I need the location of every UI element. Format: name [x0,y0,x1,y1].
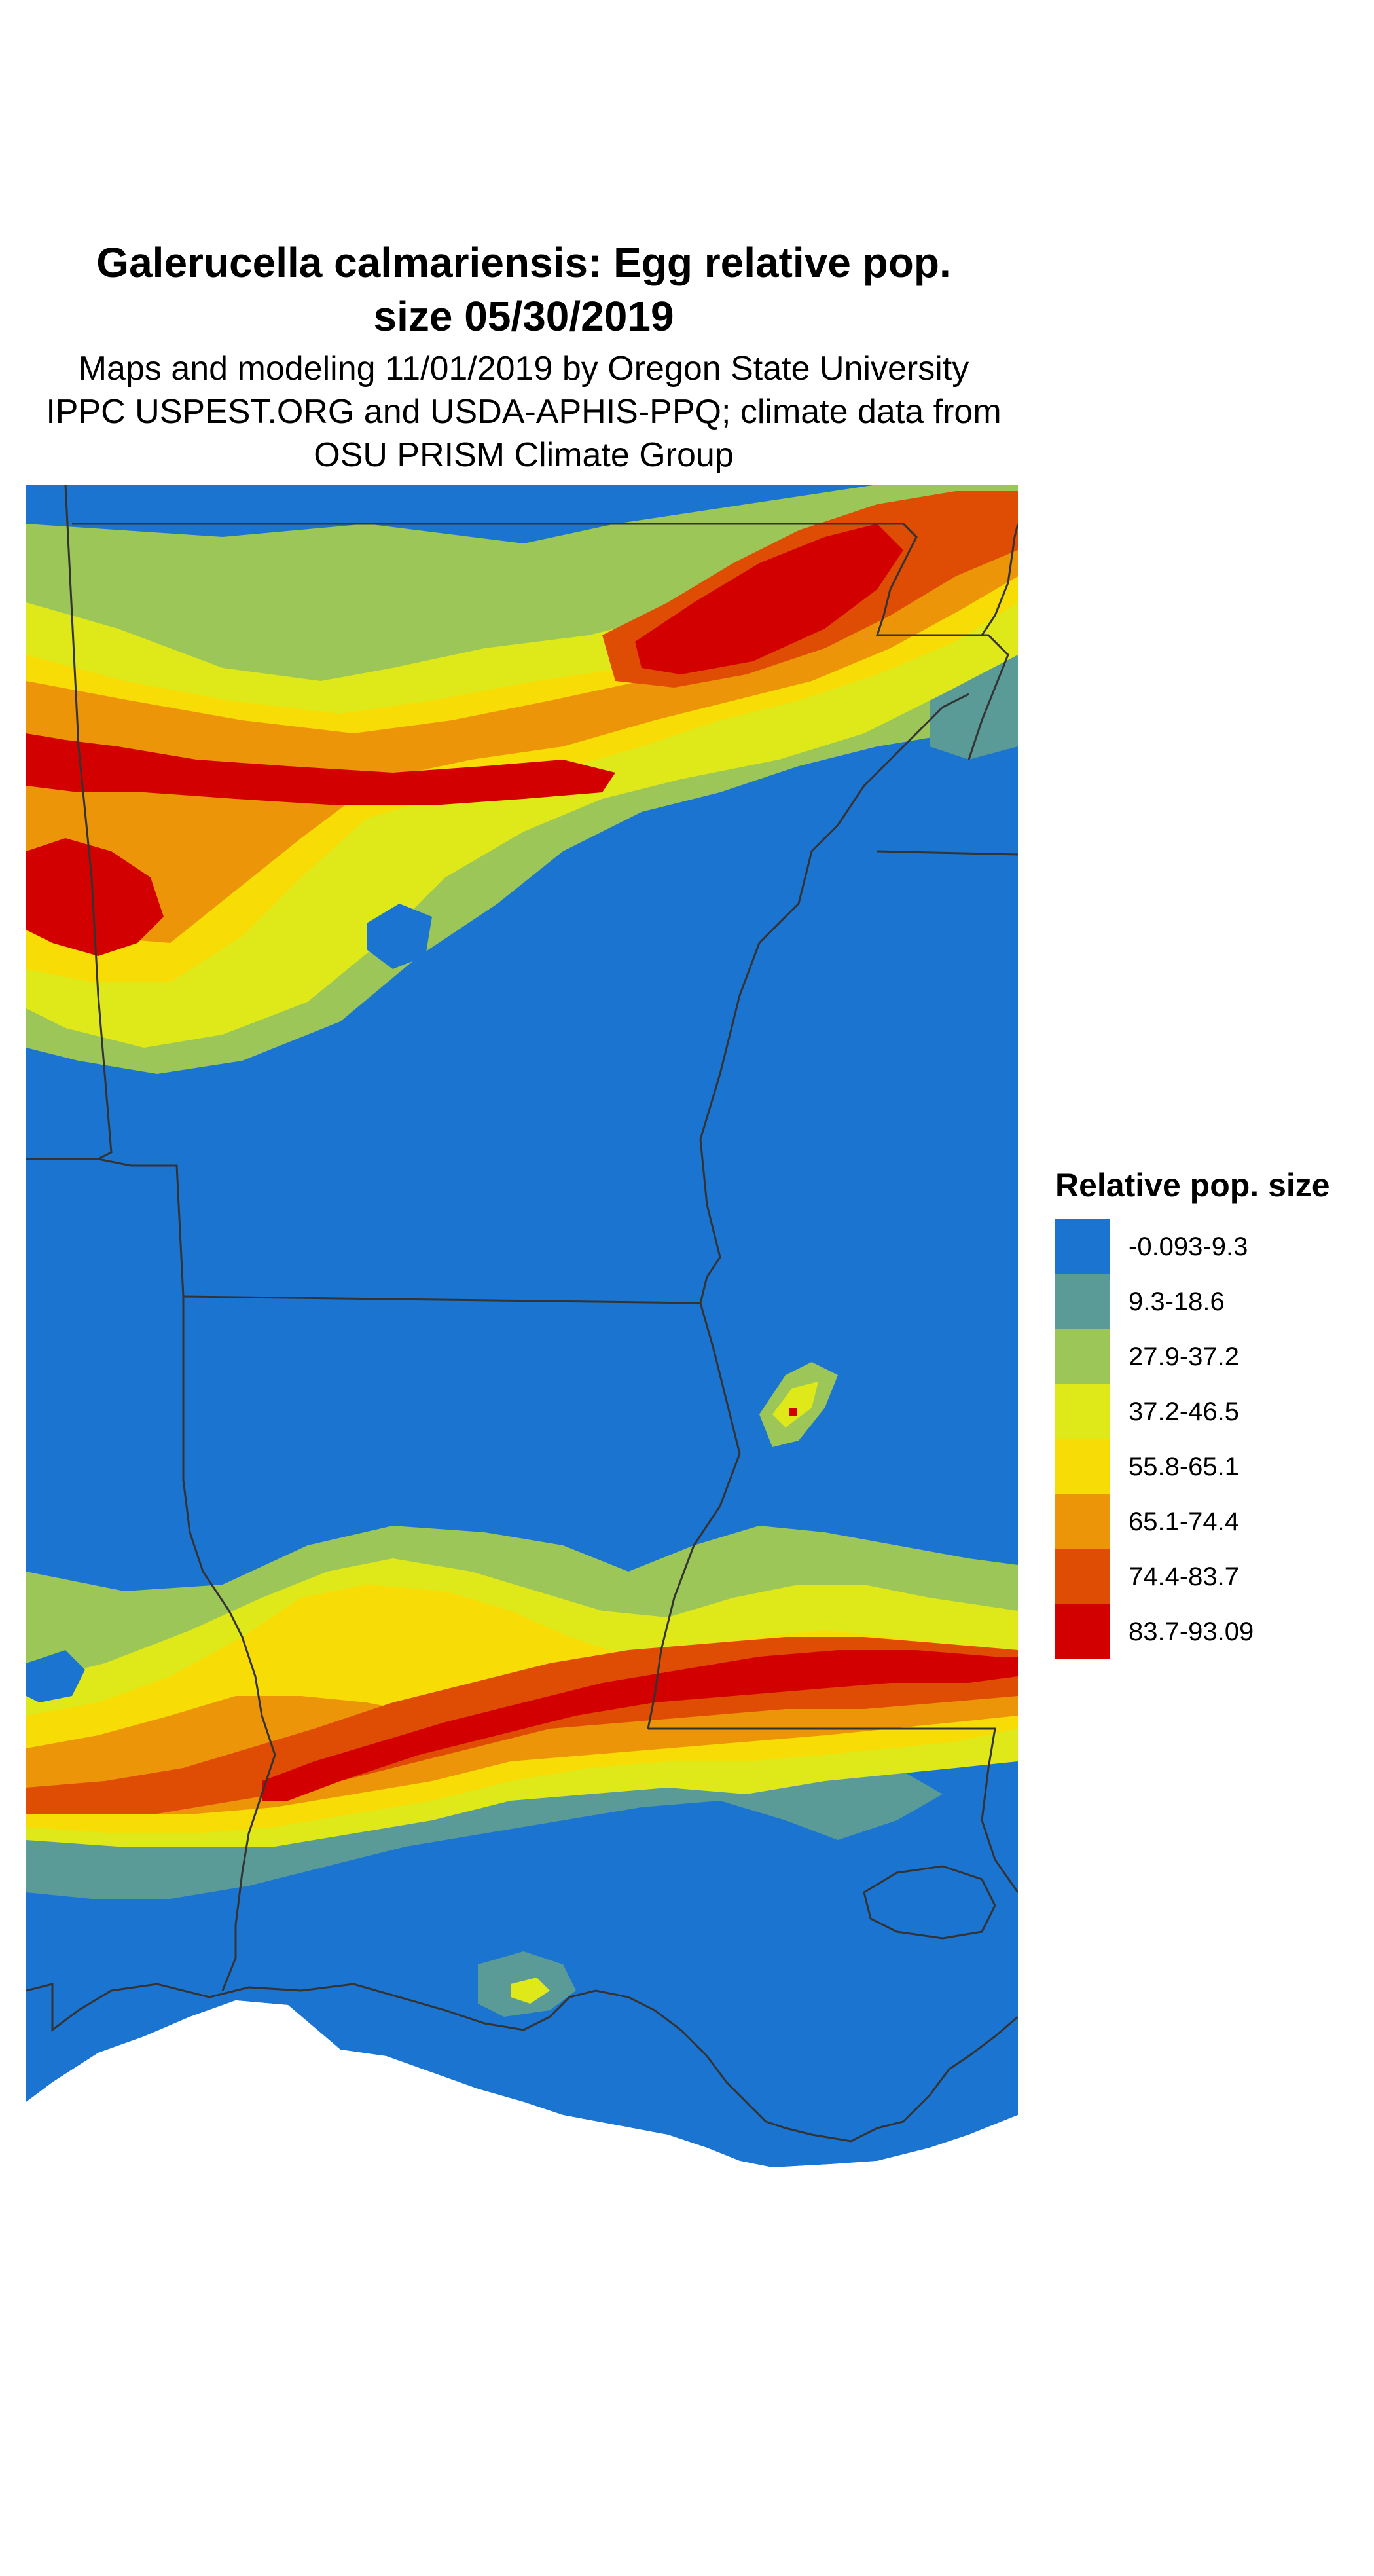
gulf-water [26,2000,772,2167]
legend-swatch [1055,1604,1110,1659]
map-title-line-1: Galerucella calmariensis: Egg relative p… [96,239,951,286]
border-louisiana-north [648,1727,1018,1893]
legend-label: -0.093-9.3 [1129,1232,1248,1261]
south-band-teal [26,1761,943,1899]
border-oklahoma [98,1158,276,1991]
legend-label: 55.8-65.1 [1129,1452,1240,1481]
legend-item: 74.4-83.7 [1055,1549,1369,1604]
legend-list: -0.093-9.3 9.3-18.6 27.9-37.2 37.2-46.5 … [1055,1219,1369,1659]
map-title-line-2: size 05/30/2019 [373,293,674,340]
legend-item: 37.2-46.5 [1055,1384,1369,1439]
south-band [26,1526,1018,1899]
legend-label: 83.7-93.09 [1129,1617,1254,1646]
north-band-red [635,524,903,674]
central-patch-yellow [772,1382,818,1427]
legend-swatch [1055,1329,1110,1384]
map-subtitle-line-3: OSU PRISM Climate Group [314,436,734,474]
legend-swatch [1055,1274,1110,1329]
north-band-red-west [26,733,615,805]
legend-swatch [1055,1549,1110,1604]
central-patch-red [789,1408,797,1416]
border-north [72,523,1018,636]
north-band-blue-hole [367,904,432,969]
legend-swatch [1055,1439,1110,1494]
border-mississippi [647,1302,741,1729]
legend-swatch [1055,1384,1110,1439]
legend-item: 27.9-37.2 [1055,1329,1369,1384]
legend-label: 9.3-18.6 [1129,1287,1225,1316]
border-lake [863,1865,996,1940]
population-map [26,485,1018,2167]
state-borders [26,485,1018,2143]
legend-item: 65.1-74.4 [1055,1494,1369,1549]
border-west [26,485,113,1160]
legend-title: Relative pop. size [1055,1167,1330,1204]
map-subtitle-line-2: IPPC USPEST.ORG and USDA-APHIS-PPQ; clim… [46,393,1002,431]
map-subtitle-line-1: Maps and modeling 11/01/2019 by Oregon S… [78,350,969,388]
legend-item: -0.093-9.3 [1055,1219,1369,1274]
legend-label: 27.9-37.2 [1129,1342,1240,1371]
central-patch [759,1362,838,1447]
border-coast [26,1983,1018,2143]
map-subtitle: Maps and modeling 11/01/2019 by Oregon S… [13,347,1034,477]
north-band [26,485,1018,1074]
legend-swatch [1055,1219,1110,1274]
legend: Relative pop. size -0.093-9.3 9.3-18.6 2… [1055,1166,1369,1659]
legend-swatch [1055,1494,1110,1549]
border-state-mid [183,693,969,1304]
south-band-red [262,1650,1018,1801]
border-northeast [877,634,1009,760]
south-band-blue-hole [26,1650,85,1702]
coastal-patch [478,1951,576,2017]
legend-item: 55.8-65.1 [1055,1439,1369,1494]
coastal-patch-yellow [511,1978,550,2004]
legend-label: 74.4-83.7 [1129,1562,1240,1591]
north-band-red-southwest [26,838,164,956]
legend-item: 83.7-93.09 [1055,1604,1369,1659]
gulf-water-east [772,2115,1018,2167]
legend-label: 37.2-46.5 [1129,1397,1240,1426]
map-title: Galerucella calmariensis: Egg relative p… [26,236,1021,343]
legend-item: 9.3-18.6 [1055,1274,1369,1329]
legend-label: 65.1-74.4 [1129,1507,1240,1536]
border-east [877,850,1018,856]
